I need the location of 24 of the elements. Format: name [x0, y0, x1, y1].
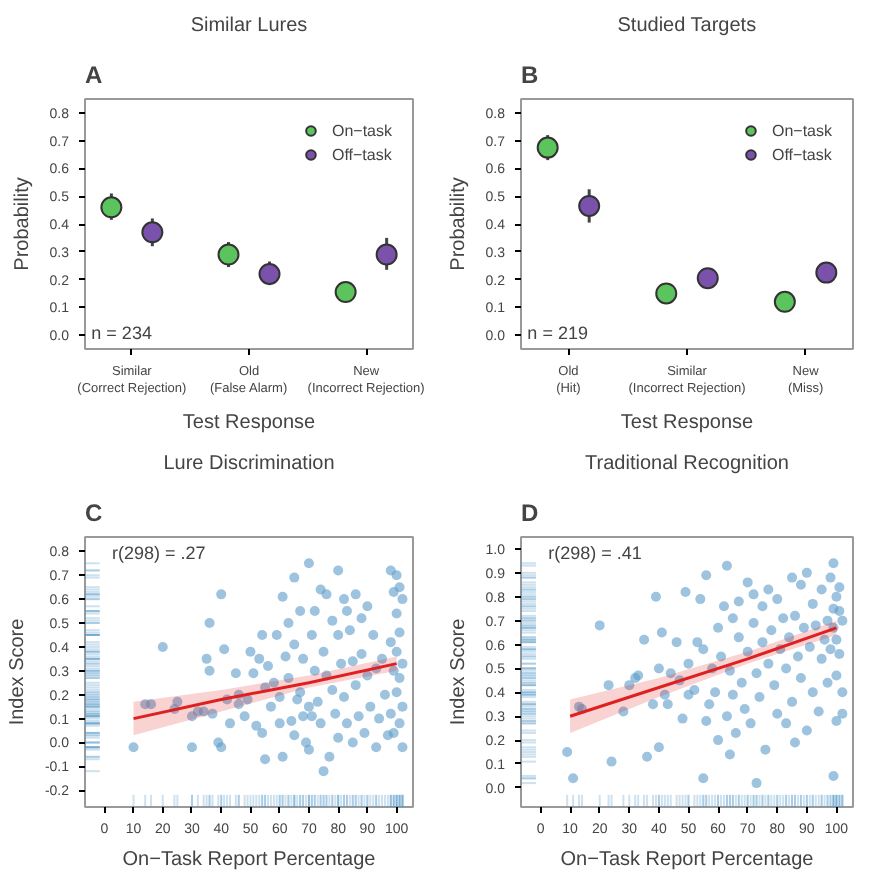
chart-title: Studied Targets — [617, 15, 757, 37]
x-axis-title: On−Task Report Percentage — [122, 849, 377, 871]
y-axis-title: Probability — [11, 177, 34, 271]
x-axis-title: Test Response — [620, 411, 755, 434]
legend-label: On−task — [331, 121, 392, 139]
y-axis-title: Index Score — [447, 617, 470, 726]
chart-title: Similar Lures — [190, 15, 308, 37]
annotation: n = 234 — [91, 323, 152, 343]
y-axis-title: Index Score — [6, 617, 29, 726]
text: C — [85, 499, 103, 527]
x-axis-title: Test Response — [182, 411, 317, 434]
text: A — [85, 61, 103, 89]
chart-title: Lure Discrimination — [163, 453, 335, 475]
x-axis-title: On−Task Report Percentage — [560, 849, 815, 871]
chart-title: Traditional Recognition — [585, 453, 789, 475]
legend-label: On−task — [771, 121, 832, 139]
text: B — [521, 61, 539, 89]
annotation: r(298) = .27 — [111, 543, 206, 563]
annotation: n = 219 — [527, 323, 588, 343]
annotation: r(298) = .41 — [548, 543, 642, 563]
legend-label: Off−task — [771, 145, 832, 163]
y-axis-title: Probability — [447, 177, 470, 271]
legend-label: Off−task — [331, 145, 392, 163]
text: D — [521, 499, 539, 527]
